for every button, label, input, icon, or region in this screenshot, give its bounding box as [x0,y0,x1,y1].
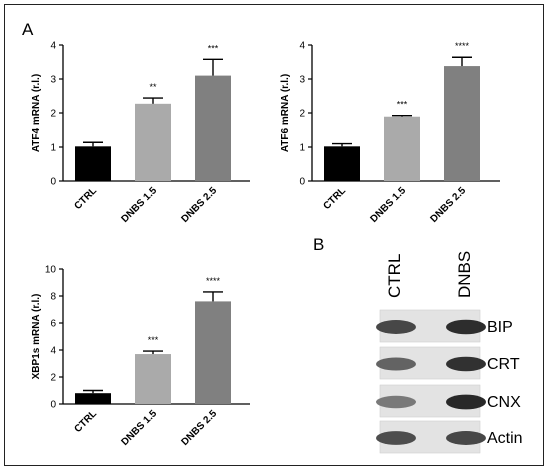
category-label: DNBS 2.5 [180,408,220,448]
significance-label: *** [208,43,219,53]
y-tick-label: 8 [50,292,56,303]
category-label: DNBS 1.5 [369,185,409,225]
blot-band [446,319,486,335]
category-label: CTRL [72,185,99,212]
significance-label: **** [455,41,470,51]
bar-dnbs-1-5 [135,354,171,404]
bar-ctrl [75,393,111,404]
y-tick-label: 1 [299,143,305,154]
bar-dnbs-2-5 [195,75,231,181]
category-label: CTRL [321,185,348,212]
atf4-chart: 0 1 2 3 4 ATF4 mRNA (r.l.) CTRL ** DNBS 1.5 *** DN… [31,41,250,225]
bar-dnbs-1-5 [135,103,171,181]
significance-label: *** [148,335,159,345]
category-label: DNBS 1.5 [120,185,160,225]
significance-label: **** [206,276,221,286]
bar-ctrl [75,146,111,181]
y-tick-label: 2 [50,373,56,384]
y-tick-label: 4 [299,41,305,52]
blot-band [376,395,416,409]
y-axis-title: ATF4 mRNA (r.l.) [31,74,42,152]
y-tick-label: 1 [50,143,56,154]
blot-row-label: Actin [487,430,523,447]
blot-band [446,394,486,410]
bar-dnbs-2-5 [195,301,231,404]
figure-frame [4,4,544,466]
y-axis-title: ATF6 mRNA (r.l.) [280,74,291,152]
western-blot: CTRL DNBS BIP CRT CNX Actin [376,251,523,454]
y-tick-label: 0 [299,177,305,188]
atf6-chart: 0 1 2 3 4 ATF6 mRNA (r.l.) CTRL *** DNBS 1.5 ****… [280,41,500,225]
blot-row-label: BIP [487,319,513,336]
y-tick-label: 4 [50,41,56,52]
category-label: DNBS 2.5 [180,185,220,225]
significance-label: *** [397,100,408,110]
blot-row-label: CNX [487,394,521,411]
y-axis-title: XBP1s mRNA (r.l.) [31,294,42,380]
y-tick-label: 3 [299,75,305,86]
y-tick-label: 4 [50,346,56,357]
category-label: DNBS 1.5 [120,408,160,448]
y-tick-label: 2 [50,109,56,120]
blot-column-label: CTRL [385,254,404,298]
y-tick-label: 2 [299,109,305,120]
blot-band [376,357,416,371]
bar-dnbs-1-5 [384,116,420,181]
xbp1s-chart: 0 2 4 6 8 10 XBP1s mRNA (r.l.) CTRL *** DNBS 1.5 *… [31,265,250,448]
y-tick-label: 6 [50,319,56,330]
y-tick-label: 3 [50,75,56,86]
blot-band [446,431,486,445]
blot-band [376,320,416,334]
y-tick-label: 0 [50,400,56,411]
y-tick-label: 10 [45,265,57,276]
y-tick-label: 0 [50,177,56,188]
panel-b-letter: B [313,235,324,254]
blot-band [376,431,416,445]
blot-band [446,356,486,372]
significance-label: ** [149,82,157,92]
bar-dnbs-2-5 [444,66,480,181]
bar-ctrl [324,146,360,181]
panel-a-letter: A [22,20,34,39]
category-label: DNBS 2.5 [429,185,469,225]
blot-row-label: CRT [487,356,520,373]
blot-column-label: DNBS [455,251,474,298]
category-label: CTRL [72,408,99,435]
